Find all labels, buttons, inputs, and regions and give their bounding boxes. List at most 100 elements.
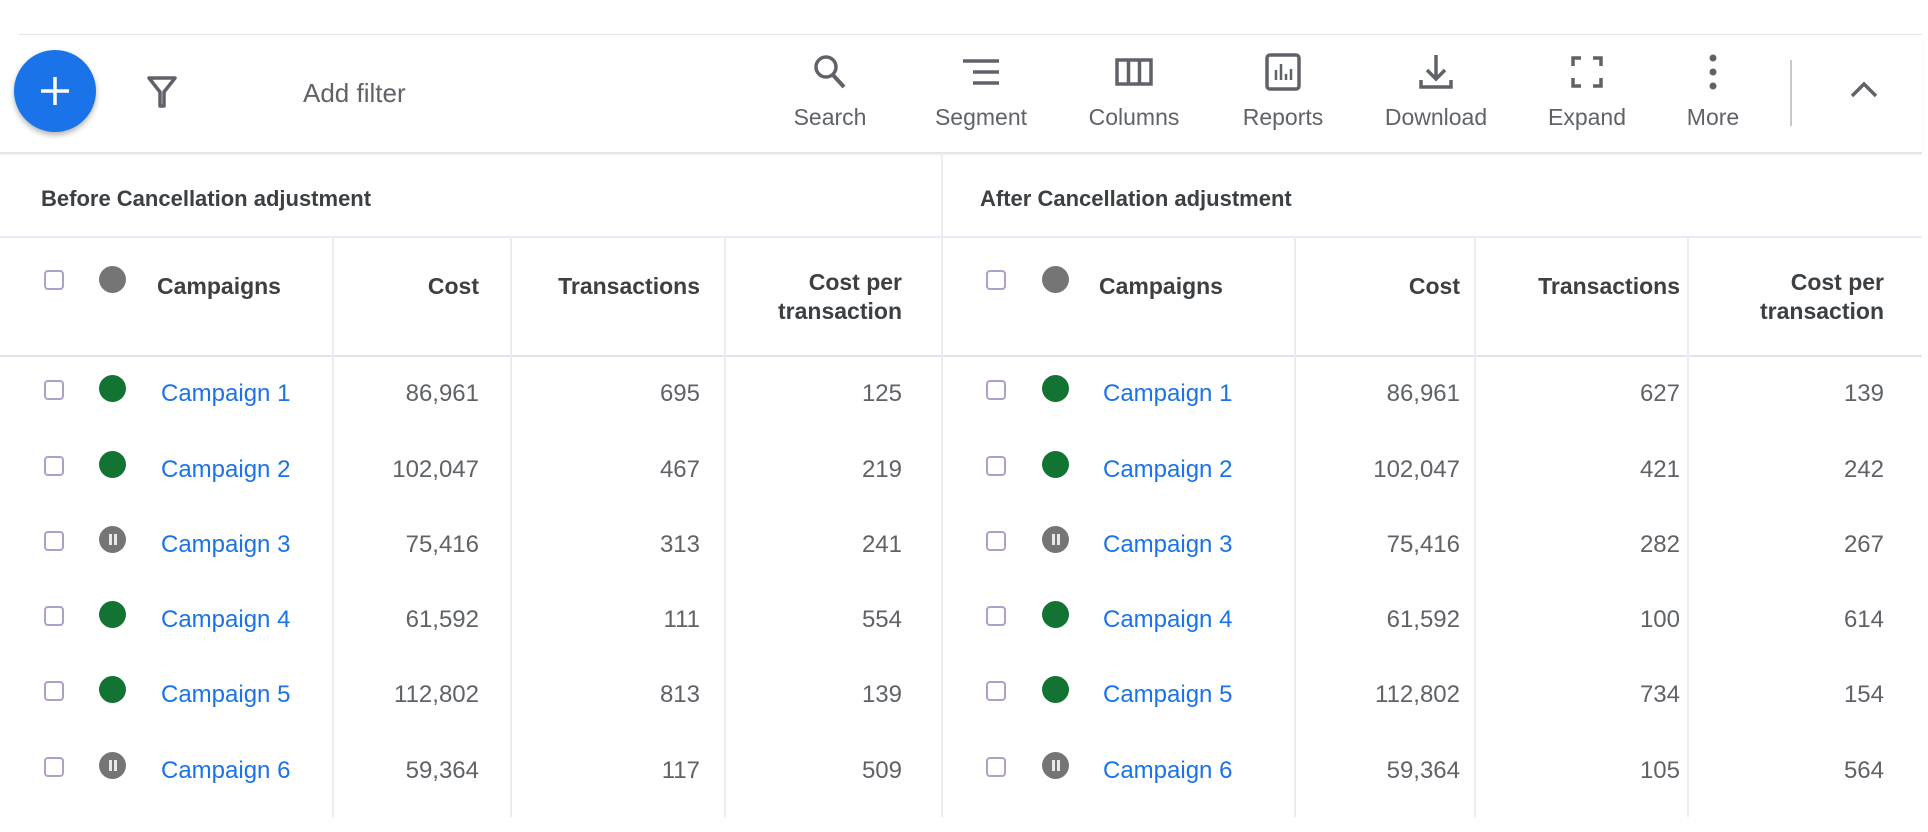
expand-icon (1522, 52, 1652, 92)
row-checkbox[interactable] (986, 456, 1006, 476)
segment-icon (916, 52, 1046, 92)
more-vert-icon (1648, 52, 1778, 92)
header-cost-per-transaction-line1[interactable]: Cost per (808, 269, 902, 295)
row-checkbox[interactable] (986, 380, 1006, 400)
cost-per-transaction-cell: 554 (861, 606, 902, 633)
row-checkbox[interactable] (44, 531, 64, 551)
tool-label: Download (1384, 104, 1488, 130)
transactions-cell: 117 (661, 757, 700, 784)
select-all-checkbox[interactable] (986, 270, 1006, 290)
tool-label: More (1686, 104, 1740, 130)
column-divider (1687, 237, 1689, 817)
cost-per-transaction-cell: 564 (1843, 757, 1884, 784)
reports-icon (1218, 52, 1348, 92)
row-checkbox[interactable] (986, 531, 1006, 551)
cost-cell: 102,047 (392, 456, 479, 483)
download-icon (1371, 52, 1501, 92)
header-cost-per-transaction-line1[interactable]: Cost per (1790, 269, 1884, 295)
row-checkbox[interactable] (986, 606, 1006, 626)
header-transactions[interactable]: Transactions (558, 273, 700, 299)
toolbar (0, 35, 1922, 154)
transactions-cell: 467 (659, 456, 700, 483)
cost-per-transaction-cell: 219 (861, 456, 902, 483)
tool-columns-button[interactable]: Columns (1069, 52, 1199, 131)
tool-label: Reports (1242, 104, 1324, 130)
tool-search-button[interactable]: Search (765, 52, 895, 131)
transactions-cell: 105 (1639, 757, 1680, 784)
paused-status-icon (99, 526, 126, 553)
status-header-icon (99, 266, 126, 293)
row-checkbox[interactable] (986, 757, 1006, 777)
tool-label: Expand (1547, 104, 1626, 130)
select-all-checkbox[interactable] (44, 270, 64, 290)
campaign-link[interactable]: Campaign 6 (1103, 757, 1233, 784)
campaign-link[interactable]: Campaign 6 (161, 757, 291, 784)
cost-per-transaction-cell: 139 (861, 681, 902, 708)
columns-icon (1069, 52, 1199, 92)
enabled-status-icon (1042, 375, 1069, 402)
row-checkbox[interactable] (44, 380, 64, 400)
campaign-link[interactable]: Campaign 1 (1103, 380, 1233, 407)
cost-per-transaction-cell: 154 (1843, 681, 1884, 708)
table-section-title: Before Cancellation adjustment (41, 186, 372, 211)
transactions-cell: 313 (659, 531, 700, 558)
cost-per-transaction-cell: 614 (1843, 606, 1884, 633)
enabled-status-icon (99, 676, 126, 703)
campaign-link[interactable]: Campaign 2 (161, 456, 291, 483)
cost-cell: 86,961 (1386, 380, 1460, 407)
chevron-up-icon[interactable] (1848, 78, 1880, 100)
campaign-link[interactable]: Campaign 4 (1103, 606, 1233, 633)
row-checkbox[interactable] (44, 757, 64, 777)
paused-status-icon (1042, 752, 1069, 779)
cost-per-transaction-cell: 509 (861, 757, 902, 784)
header-campaigns[interactable]: Campaigns (1099, 273, 1223, 299)
transactions-cell: 111 (663, 606, 700, 633)
header-cost[interactable]: Cost (1408, 273, 1460, 299)
enabled-status-icon (99, 451, 126, 478)
row-checkbox[interactable] (986, 681, 1006, 701)
top-divider (18, 34, 1922, 35)
campaign-link[interactable]: Campaign 3 (161, 531, 291, 558)
cost-cell: 61,592 (405, 606, 479, 633)
tool-expand-button[interactable]: Expand (1522, 52, 1652, 131)
transactions-cell: 813 (659, 681, 700, 708)
toolbar-divider (1790, 60, 1792, 126)
tool-label: Search (793, 104, 867, 130)
header-top-border (942, 236, 1922, 238)
transactions-cell: 282 (1639, 531, 1680, 558)
cost-per-transaction-cell: 242 (1843, 456, 1884, 483)
campaign-link[interactable]: Campaign 2 (1103, 456, 1233, 483)
campaign-link[interactable]: Campaign 5 (161, 681, 291, 708)
tool-more-button[interactable]: More (1648, 52, 1778, 131)
search-icon (765, 52, 895, 92)
tool-download-button[interactable]: Download (1371, 52, 1501, 131)
transactions-cell: 627 (1639, 380, 1680, 407)
header-cost[interactable]: Cost (427, 273, 479, 299)
table-section-title: After Cancellation adjustment (980, 186, 1292, 211)
header-cost-per-transaction-line2[interactable]: transaction (1760, 298, 1884, 324)
cost-cell: 112,802 (394, 681, 479, 708)
campaign-link[interactable]: Campaign 4 (161, 606, 291, 633)
column-divider (1474, 237, 1476, 817)
cost-cell: 102,047 (1373, 456, 1460, 483)
row-checkbox[interactable] (44, 606, 64, 626)
tool-segment-button[interactable]: Segment (916, 52, 1046, 131)
header-campaigns[interactable]: Campaigns (157, 273, 281, 299)
campaign-link[interactable]: Campaign 3 (1103, 531, 1233, 558)
cost-per-transaction-cell: 139 (1843, 380, 1884, 407)
header-cost-per-transaction-line2[interactable]: transaction (778, 298, 902, 324)
filter-icon[interactable] (146, 75, 178, 109)
row-checkbox[interactable] (44, 681, 64, 701)
cost-per-transaction-cell: 125 (861, 380, 902, 407)
tool-reports-button[interactable]: Reports (1218, 52, 1348, 131)
column-divider (510, 237, 512, 817)
header-transactions[interactable]: Transactions (1538, 273, 1680, 299)
row-checkbox[interactable] (44, 456, 64, 476)
cost-cell: 59,364 (405, 757, 479, 784)
add-filter-input[interactable]: Add filter (303, 78, 406, 108)
campaign-link[interactable]: Campaign 5 (1103, 681, 1233, 708)
campaign-link[interactable]: Campaign 1 (161, 380, 291, 407)
add-button[interactable] (14, 50, 96, 132)
paused-status-icon (99, 752, 126, 779)
plus-icon (41, 77, 69, 105)
